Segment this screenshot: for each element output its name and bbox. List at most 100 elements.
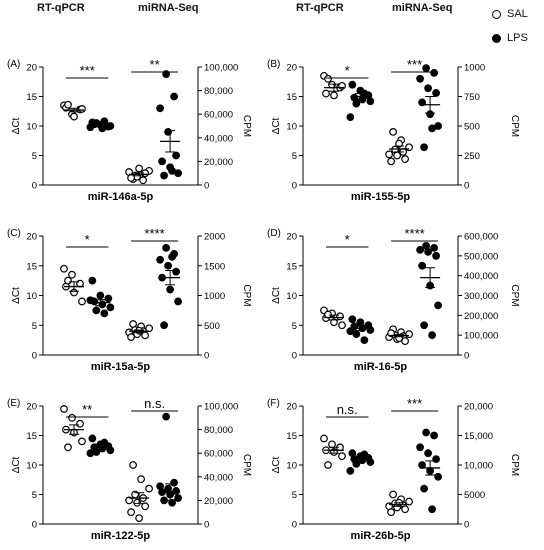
left-tick-label: 0 [292,181,297,192]
right-tick-label: 500 [464,122,480,133]
lps-point [424,449,433,458]
left-tick-label: 15 [286,92,297,103]
sal-point [387,157,396,166]
significance-label-right: *** [407,396,422,411]
lps-point [432,89,441,97]
lps-point [170,478,179,487]
right-tick-label: 500,000 [464,251,498,262]
panel-title: miR-122-5p [91,530,151,542]
sal-point [141,331,150,340]
sal-point [135,514,144,522]
sal-point [60,405,68,413]
lps-point [430,243,439,252]
lps-point [106,303,115,312]
sal-point [336,312,344,321]
lps-point [100,309,109,318]
sal-point [137,475,146,484]
lps-point [162,243,171,252]
sal-point [78,104,86,113]
lps-point [430,68,439,77]
right-tick-label: 40,000 [204,133,233,144]
left-tick-label: 20 [286,63,297,74]
right-tick-label: 0 [464,520,469,531]
header-rt-qpcr-right: RT-qPCR [296,2,344,14]
left-tick-label: 0 [32,520,37,531]
significance-label-left: ** [82,402,92,417]
sal-point [68,270,76,279]
right-tick-label: 1000 [204,291,225,302]
sal-point [64,276,72,285]
right-tick-label: 300,000 [464,291,498,302]
left-tick-label: 10 [286,461,297,472]
left-tick-label: 15 [26,261,37,272]
right-tick-label: 1500 [204,261,225,272]
right-tick-label: 5000 [464,490,485,501]
significance-label-right: **** [144,226,164,241]
lps-point [88,276,97,285]
lps-point [160,321,169,330]
sal-point [60,264,68,273]
filled-circle-icon [492,33,501,43]
right-tick-label: 80,000 [204,86,233,97]
lps-point [416,245,425,254]
right-tick-label: 0 [204,520,209,531]
lps-point [432,455,441,464]
sal-point [320,434,328,443]
panel-title: miR-155-5p [351,191,411,203]
sal-point [322,89,330,98]
lps-point [174,297,183,306]
sal-point [401,155,410,163]
right-tick-label: 0 [204,351,209,362]
left-tick-label: 20 [286,232,297,243]
panel-label: (F) [267,398,280,409]
legend-lps-label: LPS [507,32,528,44]
right-tick-label: 200,000 [464,311,498,322]
lps-point [168,252,177,261]
lps-point [104,294,113,303]
right-tick-label: 250 [464,151,480,162]
lps-point [434,301,443,310]
sal-point [76,279,84,288]
lps-point [432,251,441,260]
lps-point [156,255,165,264]
right-tick-label: 40,000 [204,472,233,483]
sal-point [389,127,398,136]
sal-point [328,440,336,449]
left-tick-label: 15 [286,261,297,272]
sal-point [324,74,332,83]
right-axis-label: CPM [509,454,520,476]
left-tick-label: 5 [292,490,297,501]
left-tick-label: 5 [292,321,297,332]
right-tick-label: 60,000 [204,449,233,460]
lps-point [418,261,427,270]
left-tick-label: 5 [32,151,37,162]
right-tick-label: 80,000 [204,425,233,436]
right-tick-label: 1000 [464,63,485,74]
left-axis-label: ΔCt [271,117,282,134]
left-tick-label: 5 [32,490,37,501]
panel-title: miR-146a-5p [88,191,154,203]
sal-point [389,490,398,499]
right-axis-label: CPM [241,284,252,306]
panel-label: (D) [267,228,281,239]
left-axis-label: ΔCt [11,456,22,473]
sal-point [385,150,394,159]
lps-point [86,449,95,458]
significance-label-left: *** [80,63,95,78]
significance-label-right: ** [150,57,160,72]
lps-point [100,117,109,126]
panel-title: miR-26b-5p [351,530,411,542]
lps-point [366,97,375,106]
right-tick-label: 0 [464,351,469,362]
sal-point [338,321,346,330]
right-axis-label: CPM [509,115,520,137]
lps-point [86,296,95,305]
right-tick-label: 20,000 [204,157,233,168]
left-tick-label: 15 [286,431,297,442]
left-tick-label: 10 [286,122,297,133]
right-tick-label: 100,000 [204,402,238,413]
left-tick-label: 20 [26,63,37,74]
sal-point [393,151,402,160]
lps-point [420,484,429,493]
lps-point [428,505,437,514]
